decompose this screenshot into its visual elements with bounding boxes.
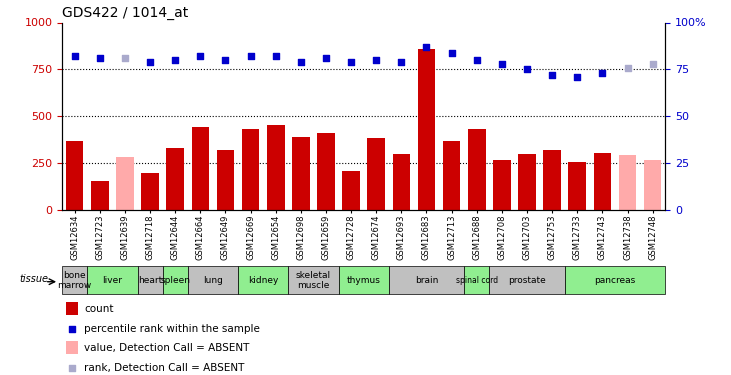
Bar bbox=[167, 148, 184, 210]
Bar bbox=[389, 266, 464, 294]
Text: rank, Detection Call = ABSENT: rank, Detection Call = ABSENT bbox=[84, 363, 244, 372]
Bar bbox=[66, 141, 83, 210]
Point bbox=[345, 59, 357, 65]
Point bbox=[245, 53, 257, 59]
Point bbox=[170, 57, 181, 63]
Bar bbox=[518, 154, 536, 210]
Bar bbox=[569, 162, 586, 210]
Text: tissue: tissue bbox=[20, 274, 49, 284]
Bar bbox=[464, 266, 489, 294]
Bar bbox=[644, 160, 662, 210]
Point bbox=[320, 55, 332, 61]
Text: pancreas: pancreas bbox=[594, 276, 635, 285]
Text: spleen: spleen bbox=[160, 276, 190, 285]
Point bbox=[67, 326, 78, 332]
Point bbox=[621, 64, 633, 70]
Point bbox=[446, 50, 458, 55]
Point bbox=[144, 59, 156, 65]
Point bbox=[420, 44, 432, 50]
Bar bbox=[618, 154, 636, 210]
Bar bbox=[188, 266, 238, 294]
Bar bbox=[393, 154, 410, 210]
Bar bbox=[417, 49, 435, 210]
Bar bbox=[288, 266, 338, 294]
Point bbox=[521, 66, 533, 72]
Bar bbox=[192, 127, 209, 210]
Bar bbox=[292, 137, 310, 210]
Text: liver: liver bbox=[102, 276, 122, 285]
Bar bbox=[493, 160, 511, 210]
Text: thymus: thymus bbox=[346, 276, 381, 285]
Text: percentile rank within the sample: percentile rank within the sample bbox=[84, 324, 260, 333]
Text: count: count bbox=[84, 304, 113, 314]
Bar bbox=[468, 129, 485, 210]
Bar bbox=[62, 266, 87, 294]
Text: value, Detection Call = ABSENT: value, Detection Call = ABSENT bbox=[84, 343, 249, 353]
Bar bbox=[267, 124, 284, 210]
Point bbox=[119, 55, 131, 61]
Point bbox=[546, 72, 558, 78]
Bar bbox=[141, 172, 159, 210]
Text: spinal cord: spinal cord bbox=[455, 276, 498, 285]
Point bbox=[270, 53, 281, 59]
Bar bbox=[594, 153, 611, 210]
Text: brain: brain bbox=[414, 276, 438, 285]
Point bbox=[647, 61, 659, 67]
Bar bbox=[242, 129, 260, 210]
Point bbox=[471, 57, 482, 63]
Bar bbox=[338, 266, 389, 294]
Text: prostate: prostate bbox=[508, 276, 546, 285]
Point bbox=[94, 55, 106, 61]
Point bbox=[194, 53, 206, 59]
Bar bbox=[137, 266, 163, 294]
Bar bbox=[67, 341, 78, 354]
Text: kidney: kidney bbox=[248, 276, 279, 285]
Point bbox=[395, 59, 407, 65]
Bar bbox=[162, 266, 188, 294]
Bar bbox=[342, 171, 360, 210]
Point bbox=[371, 57, 382, 63]
Bar bbox=[443, 141, 461, 210]
Point bbox=[596, 70, 608, 76]
Bar bbox=[489, 266, 564, 294]
Point bbox=[219, 57, 231, 63]
Bar bbox=[91, 181, 109, 210]
Bar bbox=[87, 266, 137, 294]
Point bbox=[67, 364, 78, 370]
Bar bbox=[238, 266, 288, 294]
Point bbox=[295, 59, 307, 65]
Point bbox=[496, 61, 508, 67]
Text: skeletal
muscle: skeletal muscle bbox=[296, 271, 331, 290]
Bar bbox=[564, 266, 665, 294]
Text: bone
marrow: bone marrow bbox=[58, 271, 92, 290]
Bar bbox=[543, 150, 561, 210]
Text: lung: lung bbox=[203, 276, 223, 285]
Bar bbox=[216, 150, 234, 210]
Bar bbox=[317, 133, 335, 210]
Point bbox=[69, 53, 80, 59]
Text: heart: heart bbox=[138, 276, 162, 285]
Point bbox=[572, 74, 583, 80]
Text: GDS422 / 1014_at: GDS422 / 1014_at bbox=[62, 6, 189, 20]
Bar bbox=[368, 138, 385, 210]
Bar bbox=[67, 302, 78, 315]
Bar bbox=[116, 157, 134, 210]
